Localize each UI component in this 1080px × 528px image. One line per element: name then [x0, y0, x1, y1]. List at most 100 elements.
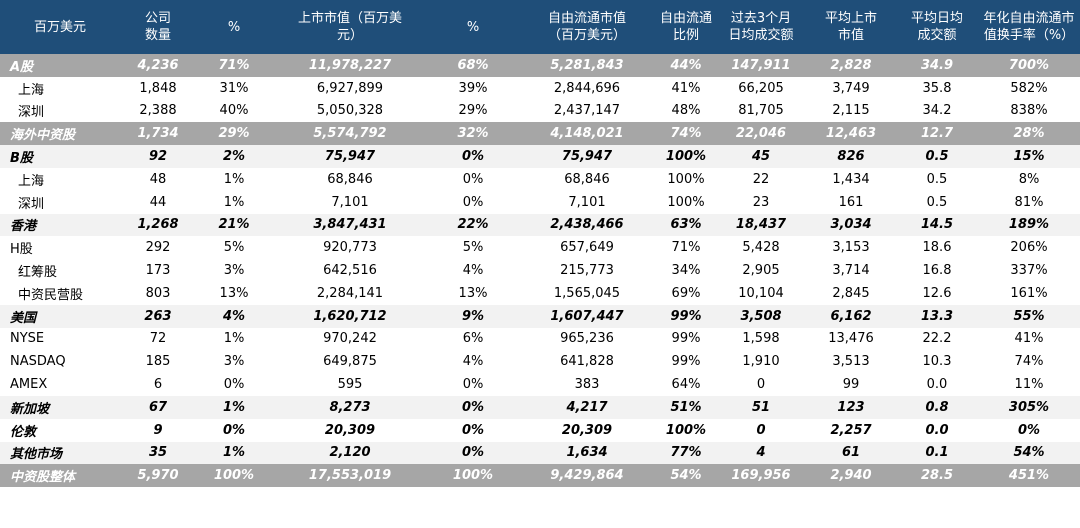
- table-cell: 2,437,147: [518, 99, 656, 123]
- table-cell: 0%: [978, 418, 1080, 442]
- row-label: 上海: [0, 76, 120, 100]
- table-cell: 1,910: [716, 350, 806, 374]
- row-label: 上海: [0, 167, 120, 191]
- table-cell: 100%: [656, 167, 716, 191]
- table-row: 海外中资股 1,734 29% 5,574,792 32% 4,148,021 74% 22,…: [0, 122, 1080, 146]
- table-cell: 34.9: [896, 54, 978, 77]
- row-label: 香港: [0, 213, 120, 237]
- table-cell: 5,050,328: [272, 99, 428, 123]
- table-cell: 1,434: [806, 167, 896, 191]
- table-cell: 100%: [656, 145, 716, 168]
- table-cell: 34%: [656, 259, 716, 282]
- column-header: %: [196, 0, 272, 54]
- table-cell: 10.3: [896, 350, 978, 374]
- table-cell: 2,115: [806, 99, 896, 123]
- table-cell: 39%: [428, 76, 518, 100]
- data-table: 百万美元 公司 数量% 上市市值（百万美 元）% 自由流通市值 （百万美元） 自由流通 比例 过去…: [0, 0, 1080, 488]
- table-cell: 63%: [656, 213, 716, 237]
- table-cell: 64%: [656, 373, 716, 396]
- column-header: 过去3个月 日均成交额: [716, 0, 806, 54]
- column-header-line: 日均成交额: [728, 28, 794, 43]
- table-cell: 22: [716, 167, 806, 191]
- table-cell: 451%: [978, 464, 1080, 488]
- table-cell: 77%: [656, 441, 716, 465]
- column-header-line: 平均上市: [824, 11, 877, 26]
- table-cell: 22.2: [896, 327, 978, 351]
- table-row: 深圳 2,388 40% 5,050,328 29% 2,437,147 48% 81,705…: [0, 99, 1080, 123]
- row-label: 中资股整体: [0, 464, 120, 488]
- table-cell: 7,101: [518, 190, 656, 214]
- table-cell: 0%: [196, 373, 272, 396]
- table-row: 伦敦 9 0% 20,309 0% 20,309 100% 0 2,257 0.0 0%: [0, 418, 1080, 442]
- table-cell: 657,649: [518, 236, 656, 260]
- table-cell: 383: [518, 373, 656, 396]
- table-cell: 18.6: [896, 236, 978, 260]
- table-cell: 0%: [428, 418, 518, 442]
- column-header: 平均日均 成交额: [896, 0, 978, 54]
- table-cell: 292: [120, 236, 196, 260]
- table-cell: 68%: [428, 54, 518, 77]
- table-cell: 68,846: [272, 167, 428, 191]
- table-cell: 35: [120, 441, 196, 465]
- table-cell: 20,309: [518, 418, 656, 442]
- table-cell: 5,281,843: [518, 54, 656, 77]
- table-cell: 3%: [196, 350, 272, 374]
- row-label: 伦敦: [0, 418, 120, 442]
- table-cell: 263: [120, 304, 196, 328]
- table-row: NASDAQ 185 3% 649,875 4% 641,828 99% 1,910 3,513…: [0, 350, 1080, 374]
- table-cell: 185: [120, 350, 196, 374]
- table-cell: 123: [806, 395, 896, 419]
- table-cell: 68,846: [518, 167, 656, 191]
- table-cell: 649,875: [272, 350, 428, 374]
- table-cell: 0.5: [896, 190, 978, 214]
- table-cell: 34.2: [896, 99, 978, 123]
- row-label: A股: [0, 54, 120, 77]
- table-row: 香港 1,268 21% 3,847,431 22% 2,438,466 63% 18,437…: [0, 213, 1080, 237]
- table-cell: 1,268: [120, 213, 196, 237]
- row-label: 中资民营股: [0, 281, 120, 305]
- row-label: 红筹股: [0, 259, 120, 282]
- table-cell: 161: [806, 190, 896, 214]
- table-cell: 67: [120, 395, 196, 419]
- table-cell: 100%: [656, 190, 716, 214]
- column-header-line: 上市市值（百万美: [297, 11, 402, 26]
- table-cell: 32%: [428, 122, 518, 146]
- table-cell: 4%: [428, 259, 518, 282]
- column-header-line: 比例: [672, 28, 699, 43]
- table-row: 上海 1,848 31% 6,927,899 39% 2,844,696 41% 66,205…: [0, 76, 1080, 100]
- table-cell: 0.0: [896, 373, 978, 396]
- table-cell: 2,845: [806, 281, 896, 305]
- table-cell: 6,927,899: [272, 76, 428, 100]
- table-cell: 5,970: [120, 464, 196, 488]
- column-header-line: 市值: [837, 28, 864, 43]
- table-cell: 0.8: [896, 395, 978, 419]
- column-header-line: 自由流通: [659, 11, 712, 26]
- table-row: 深圳 44 1% 7,101 0% 7,101 100% 23 161 0.5 81%: [0, 190, 1080, 214]
- table-cell: 13.3: [896, 304, 978, 328]
- table-cell: 1,607,447: [518, 304, 656, 328]
- table-cell: 595: [272, 373, 428, 396]
- table-cell: 40%: [196, 99, 272, 123]
- table-row: NYSE 72 1% 970,242 6% 965,236 99% 1,598 13,476 22…: [0, 327, 1080, 351]
- table-cell: 838%: [978, 99, 1080, 123]
- table-cell: 99: [806, 373, 896, 396]
- column-header-line: %: [466, 19, 480, 35]
- table-cell: 161%: [978, 281, 1080, 305]
- table-cell: 1,598: [716, 327, 806, 351]
- table-cell: 14.5: [896, 213, 978, 237]
- table-cell: 1,848: [120, 76, 196, 100]
- table-cell: 0%: [428, 373, 518, 396]
- table-cell: 920,773: [272, 236, 428, 260]
- table-cell: 41%: [978, 327, 1080, 351]
- table-cell: 641,828: [518, 350, 656, 374]
- row-label: B股: [0, 145, 120, 168]
- table-cell: 99%: [656, 304, 716, 328]
- row-label: 深圳: [0, 190, 120, 214]
- table-cell: 13%: [428, 281, 518, 305]
- table-cell: 0%: [428, 145, 518, 168]
- table-cell: 147,911: [716, 54, 806, 77]
- table-cell: 74%: [978, 350, 1080, 374]
- column-header: 百万美元: [0, 0, 120, 54]
- table-cell: 20,309: [272, 418, 428, 442]
- table-row: 上海 48 1% 68,846 0% 68,846 100% 22 1,434 0.5 8%: [0, 167, 1080, 191]
